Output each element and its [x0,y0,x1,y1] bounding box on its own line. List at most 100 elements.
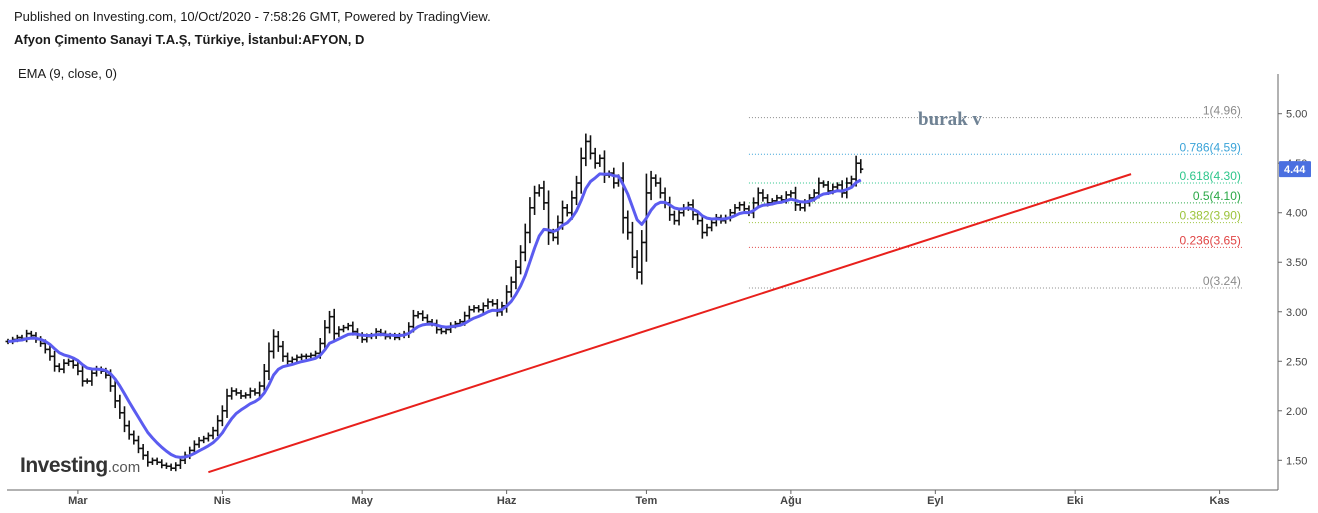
ohlc-bar [126,420,132,440]
ohlc-bar [476,305,482,313]
ohlc-bar [490,299,496,307]
x-tick-label: Kas [1210,495,1230,507]
ohlc-bar [308,352,314,359]
ohlc-bar [89,368,95,386]
fib-level-label: 1(4.96) [1203,104,1241,118]
chart-annotation: burak v [918,109,982,130]
ohlc-bar [699,214,705,239]
fib-level-label: 0.5(4.10) [1193,189,1241,203]
ohlc-bar [601,150,607,183]
ohlc-bar [243,392,249,399]
ohlc-bar [341,324,347,333]
ohlc-bar [219,405,225,427]
ohlc-bar [289,356,295,364]
current-price-label: 4.44 [1284,164,1306,176]
ohlc-bar [597,154,603,167]
ohlc-bar [466,305,472,320]
x-tick-label: Haz [497,495,517,507]
ohlc-bar [625,210,631,240]
ohlc-bar [80,365,86,387]
ohlc-bar [201,435,207,444]
y-tick-label: 2.00 [1286,406,1307,418]
ohlc-bar [149,457,155,465]
y-tick-label: 3.50 [1286,257,1307,269]
current-price-badge [1279,161,1311,178]
ohlc-bar [532,185,538,215]
ema-indicator-label[interactable]: EMA (9, close, 0) [18,66,117,81]
ohlc-bar [238,389,244,399]
support-trendline [208,173,1132,474]
ohlc-bar [480,302,486,314]
ohlc-bar [569,190,575,220]
ohlc-bar [280,340,286,362]
x-tick-label: Tem [636,495,658,507]
ohlc-bar [588,135,593,160]
ema-layer [7,172,862,459]
ohlc-bar [541,180,547,211]
ohlc-bar [821,180,826,188]
ohlc-bar [140,444,146,460]
ohlc-bar [522,223,528,262]
ohlc-bar [737,201,743,211]
ohlc-bar [494,299,500,317]
ohlc-bar [196,437,202,448]
ohlc-bar [657,177,663,199]
ohlc-bar [741,201,747,213]
ohlc-bar [117,394,123,419]
ohlc-bar [145,450,151,467]
ohlc-bar [61,359,67,374]
ohlc-bar [858,159,864,174]
ohlc-bar [294,354,300,362]
ohlc-bar [839,180,845,198]
ohlc-bar [327,310,333,334]
ohlc-bar [52,350,58,372]
ohlc-bar [345,322,351,331]
ohlc-bar [788,190,794,198]
published-info: Published on Investing.com, 10/Oct/2020 … [14,9,491,24]
ohlc-bar [527,197,533,244]
ohlc-bar [285,352,291,365]
ohlc-bar [709,218,715,232]
ohlc-bar [112,378,118,409]
ohlc-bar [648,170,654,201]
ohlc-bar [66,358,72,366]
ohlc-bar [653,174,659,187]
ohlc-bar [420,310,426,322]
fib-level-label: 0.618(4.30) [1180,169,1241,183]
ohlc-bar [266,342,272,381]
logo-suffix-text: .com [107,459,141,476]
ohlc-bar [168,463,174,471]
trendline-layer [208,173,1132,474]
ohlc-bar [536,184,542,197]
ohlc-bar [755,187,761,209]
ohlc-bar [159,459,165,469]
ohlc-bar [271,329,277,359]
ohlc-bar [94,365,100,377]
fib-level-label: 0.236(3.65) [1180,233,1241,247]
ohlc-bar [634,250,640,280]
ohlc-bar [173,462,179,472]
ohlc-bar [56,363,62,373]
ohlc-bar [667,196,673,221]
ohlc-bar [513,260,519,290]
ohlc-bar [131,430,137,445]
ohlc-bar [215,415,221,437]
ohlc-bar [662,187,668,209]
ohlc-bar [163,462,169,469]
ohlc-bar [247,387,253,399]
ohlc-bar [704,223,710,237]
fibonacci-levels: 1(4.96) 0.786(4.59) 0.618(4.30) 0.5(4.10) 0.… [748,104,1243,289]
ohlc-bar [485,298,491,310]
x-tick-label: Eki [1067,495,1084,507]
ohlc-bar [629,221,635,268]
fib-level-label: 0(3.24) [1203,274,1241,288]
ohlc-bar [583,133,589,167]
ohlc-bar [331,308,337,342]
ohlc-bar [834,182,840,190]
fib-level-label: 0.786(4.59) [1180,140,1241,154]
ohlc-bar [275,331,281,352]
x-tick-label: Ağu [780,495,801,507]
ohlc-bar [564,204,570,217]
ohlc-bar [257,381,263,398]
